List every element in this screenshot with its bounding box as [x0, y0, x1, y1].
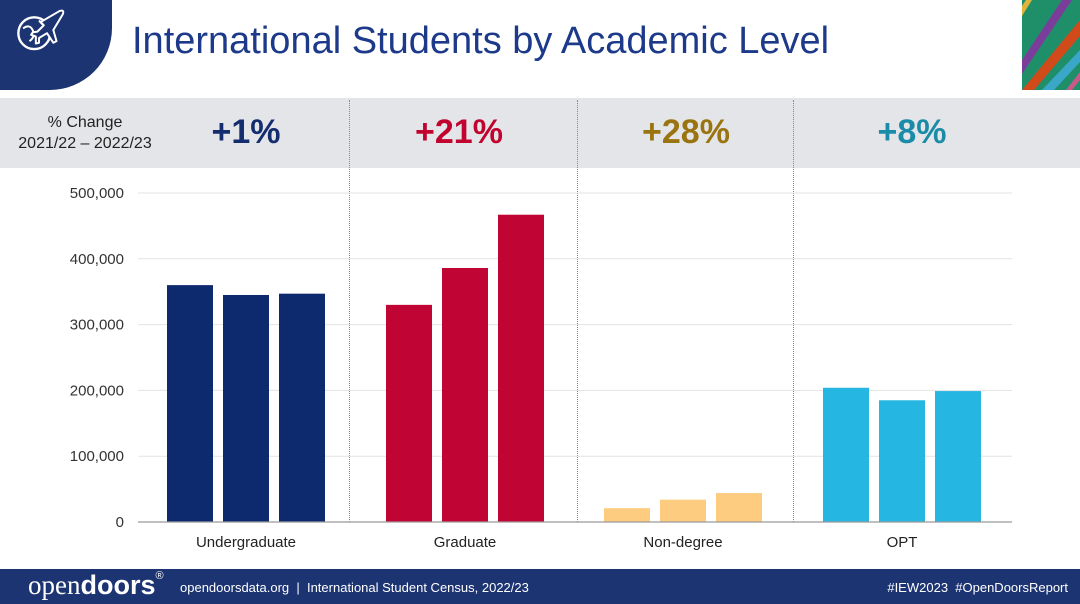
change-label-period: 2021/22 – 2022/23: [18, 135, 152, 152]
y-tick-label: 500,000: [70, 185, 124, 202]
footer-source: opendoorsdata.org | International Studen…: [180, 580, 529, 595]
x-category-label: Non-degree: [643, 534, 722, 551]
footer-hashtags: #IEW2023 #OpenDoorsReport: [887, 580, 1068, 595]
page-title: International Students by Academic Level: [132, 20, 830, 62]
header: International Students by Academic Level: [0, 0, 1080, 90]
section-divider: [349, 100, 350, 522]
y-tick-label: 200,000: [70, 382, 124, 399]
globe-plane-icon: [17, 9, 65, 51]
section-divider: [577, 100, 578, 522]
brand-word-open: open: [28, 570, 81, 600]
bar-non-degree-1: [604, 508, 650, 522]
y-tick-label: 0: [116, 514, 124, 531]
bar-graduate-1: [386, 304, 432, 522]
bar-undergraduate-2: [223, 294, 269, 522]
y-tick-label: 300,000: [70, 317, 124, 334]
brand-word-doors: doors: [80, 570, 156, 600]
pct-change-opt: +8%: [877, 113, 947, 151]
bar-undergraduate-3: [279, 293, 325, 522]
footer: opendoors® opendoorsdata.org | Internati…: [0, 569, 1080, 604]
pct-change-non-degree: +28%: [642, 113, 730, 151]
bar-non-degree-3: [716, 493, 762, 522]
pct-change-undergraduate: +1%: [211, 113, 281, 151]
y-tick-label: 400,000: [70, 251, 124, 268]
y-tick-label: 100,000: [70, 448, 124, 465]
bar-graduate-3: [498, 214, 544, 523]
x-category-label: Graduate: [434, 534, 497, 551]
section-divider: [793, 100, 794, 522]
x-category-label: OPT: [887, 534, 918, 551]
pct-change-graduate: +21%: [415, 113, 503, 151]
logo-badge: [0, 0, 112, 90]
registered-mark: ®: [155, 570, 164, 582]
bar-undergraduate-1: [167, 285, 213, 522]
change-band: [0, 98, 1080, 168]
bar-chart: 0 100,000 200,000 300,000 400,000 500,000 Unde…: [70, 185, 1012, 551]
corner-decoration: [1022, 0, 1080, 90]
bar-opt-1: [823, 387, 869, 522]
change-label-title: % Change: [47, 114, 123, 131]
bar-opt-3: [935, 391, 981, 522]
x-category-label: Undergraduate: [196, 534, 296, 551]
bar-opt-2: [879, 400, 925, 522]
opendoors-logo: opendoors®: [28, 570, 164, 601]
change-band-label: % Change 2021/22 – 2022/23: [0, 112, 170, 154]
bar-graduate-2: [442, 268, 488, 522]
bar-non-degree-2: [660, 499, 706, 522]
